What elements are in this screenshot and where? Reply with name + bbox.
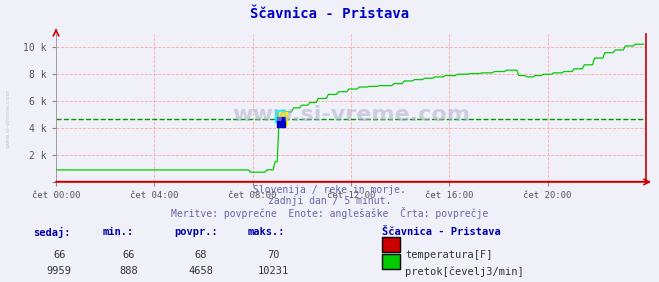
Text: temperatura[F]: temperatura[F] bbox=[405, 250, 493, 259]
Text: sedaj:: sedaj: bbox=[33, 227, 71, 238]
Text: pretok[čevelj3/min]: pretok[čevelj3/min] bbox=[405, 266, 524, 277]
Text: Slovenija / reke in morje.: Slovenija / reke in morje. bbox=[253, 185, 406, 195]
Text: 4658: 4658 bbox=[188, 266, 214, 276]
Text: www.si-vreme.com: www.si-vreme.com bbox=[232, 105, 470, 125]
Text: 68: 68 bbox=[195, 250, 207, 259]
Text: www.si-vreme.com: www.si-vreme.com bbox=[5, 89, 11, 148]
Text: min.:: min.: bbox=[102, 227, 133, 237]
Text: Ščavnica - Pristava: Ščavnica - Pristava bbox=[382, 227, 501, 237]
Text: maks.:: maks.: bbox=[247, 227, 285, 237]
Text: Meritve: povprečne  Enote: anglešaške  Črta: povprečje: Meritve: povprečne Enote: anglešaške Črt… bbox=[171, 207, 488, 219]
Text: Ščavnica - Pristava: Ščavnica - Pristava bbox=[250, 7, 409, 21]
Text: 66: 66 bbox=[53, 250, 65, 259]
Text: 10231: 10231 bbox=[258, 266, 289, 276]
Text: povpr.:: povpr.: bbox=[175, 227, 218, 237]
Text: 888: 888 bbox=[119, 266, 138, 276]
Text: 9959: 9959 bbox=[47, 266, 72, 276]
Text: 66: 66 bbox=[123, 250, 134, 259]
Text: zadnji dan / 5 minut.: zadnji dan / 5 minut. bbox=[268, 196, 391, 206]
Text: 70: 70 bbox=[268, 250, 279, 259]
